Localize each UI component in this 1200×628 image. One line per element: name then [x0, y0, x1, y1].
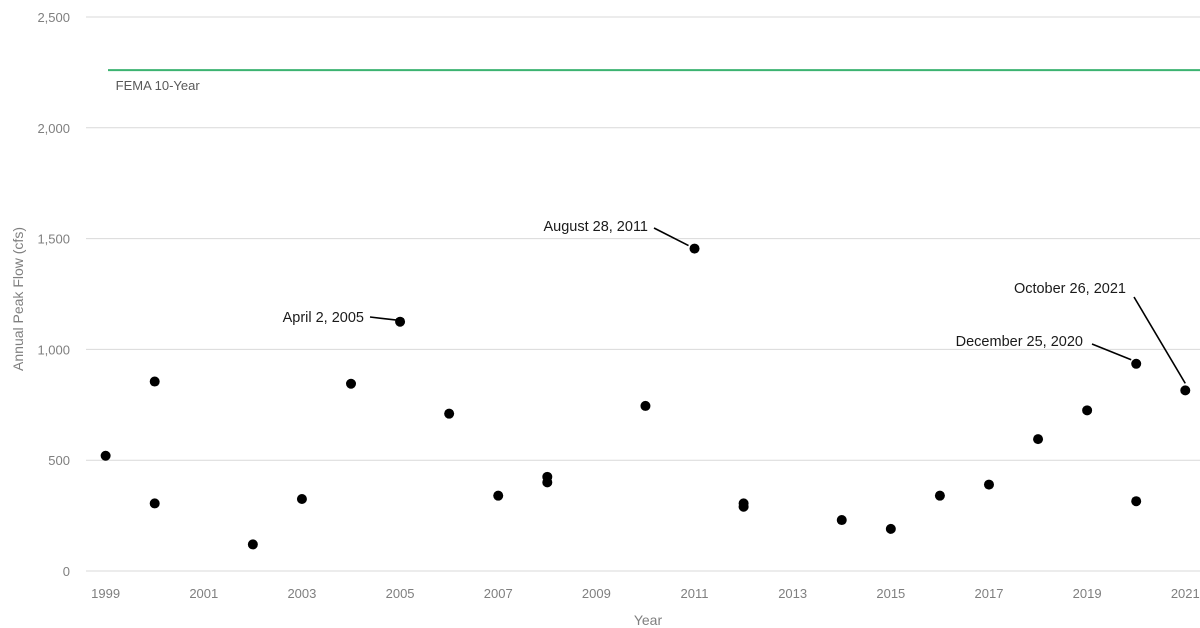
data-points — [100, 243, 1191, 550]
y-tick-label: 0 — [63, 564, 70, 579]
x-tick-label: 2015 — [876, 586, 905, 601]
data-point — [885, 523, 896, 534]
y-tick-label: 500 — [48, 453, 70, 468]
data-point — [296, 493, 307, 504]
data-point — [640, 400, 651, 411]
data-point — [493, 490, 504, 501]
x-tick-label: 2005 — [386, 586, 415, 601]
y-tick-label: 1,000 — [37, 342, 70, 357]
data-point — [1180, 385, 1191, 396]
data-point — [247, 539, 258, 550]
data-point — [1131, 496, 1142, 507]
fema-10-year-label: FEMA 10-Year — [116, 78, 201, 93]
x-axis-title: Year — [634, 612, 663, 628]
annotation-leader-line — [1091, 343, 1132, 361]
grid-lines — [86, 16, 1200, 572]
data-point — [1131, 358, 1142, 369]
x-tick-label: 2009 — [582, 586, 611, 601]
y-tick-label: 2,000 — [37, 121, 70, 136]
x-tick-label: 2013 — [778, 586, 807, 601]
annotation-leader-line — [1133, 296, 1186, 384]
x-tick-label: 1999 — [91, 586, 120, 601]
data-point — [444, 408, 455, 419]
annotation-label: October 26, 2021 — [1014, 281, 1126, 297]
data-point — [983, 479, 994, 490]
x-tick-label: 2017 — [975, 586, 1004, 601]
data-point — [1033, 434, 1044, 445]
x-tick-label: 2021 — [1171, 586, 1200, 601]
y-axis-ticks: 0 500 1,000 1,500 2,000 2,500 — [37, 10, 70, 579]
y-tick-label: 2,500 — [37, 10, 70, 25]
data-point — [1082, 405, 1093, 416]
y-axis-title: Annual Peak Flow (cfs) — [10, 227, 26, 371]
annotation-label: December 25, 2020 — [956, 334, 1083, 350]
data-point — [738, 501, 749, 512]
x-tick-label: 2007 — [484, 586, 513, 601]
data-point — [934, 490, 945, 501]
data-point — [149, 376, 160, 387]
reference-line-group: FEMA 10-Year — [108, 69, 1200, 93]
x-tick-label: 2003 — [287, 586, 316, 601]
annotations: April 2, 2005 August 28, 2011 December 25,… — [283, 219, 1186, 384]
x-tick-label: 2011 — [681, 586, 709, 601]
annotation-label: April 2, 2005 — [283, 310, 364, 326]
data-point — [836, 515, 847, 526]
y-tick-label: 1,500 — [37, 232, 70, 247]
data-point — [542, 477, 553, 488]
data-point — [395, 316, 406, 327]
data-point — [346, 378, 357, 389]
data-point — [689, 243, 700, 254]
data-point — [149, 498, 160, 509]
x-tick-label: 2001 — [189, 586, 218, 601]
x-tick-label: 2019 — [1073, 586, 1102, 601]
x-axis-ticks: 1999 2001 2003 2005 2007 2009 2011 2013 2015 2017… — [91, 586, 1200, 601]
annotation-label: August 28, 2011 — [543, 219, 648, 235]
data-point — [100, 450, 111, 461]
annotation-leader-line — [653, 227, 689, 247]
